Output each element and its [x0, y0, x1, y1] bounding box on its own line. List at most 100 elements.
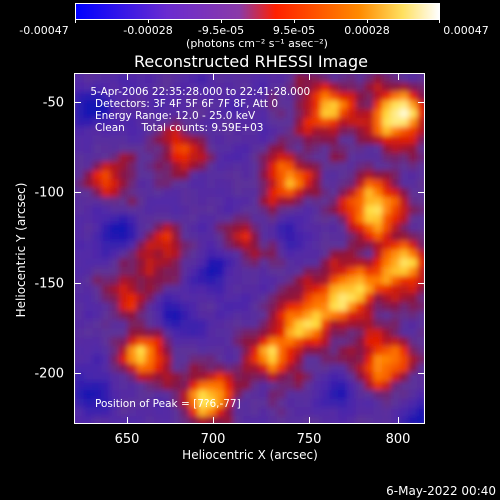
heatmap-cell — [382, 284, 392, 294]
heatmap-cell — [373, 152, 383, 163]
heatmap-cell — [294, 249, 304, 259]
heatmap-cell — [268, 161, 278, 172]
heatmap-cell — [250, 196, 260, 207]
heatmap-cell — [276, 249, 287, 259]
heatmap-cell — [136, 170, 146, 180]
heatmap-cell — [320, 381, 331, 391]
heatmap-cell — [83, 223, 94, 233]
heatmap-cell — [355, 354, 366, 365]
heatmap-cell — [259, 267, 269, 277]
heatmap-cell — [250, 310, 260, 321]
heatmap-cell — [127, 74, 138, 84]
heatmap-cell — [241, 284, 252, 294]
heatmap-cell — [355, 381, 366, 391]
heatmap-cell — [215, 179, 225, 189]
heatmap-cell — [355, 258, 366, 268]
heatmap-cell — [153, 188, 164, 198]
heatmap-cell — [101, 188, 111, 198]
heatmap-cell — [110, 144, 120, 154]
heatmap-cell — [259, 205, 269, 216]
heatmap-cell — [215, 372, 225, 382]
heatmap-cell — [329, 126, 339, 137]
y-tick-label: -150 — [34, 276, 64, 292]
heatmap-cell — [382, 161, 392, 172]
heatmap-cell — [136, 302, 146, 312]
heatmap-cell — [232, 188, 243, 198]
heatmap-cell — [329, 117, 339, 128]
heatmap-cell — [250, 205, 260, 216]
heatmap-cell — [259, 372, 269, 382]
heatmap-cell — [382, 337, 392, 347]
heatmap-cell — [250, 337, 260, 347]
heatmap-cell — [364, 231, 374, 242]
heatmap-cell — [215, 319, 225, 330]
heatmap-cell — [197, 100, 208, 110]
heatmap-cell — [224, 214, 234, 224]
heatmap-cell — [399, 144, 410, 154]
heatmap-cell — [197, 337, 208, 347]
heatmap-cell — [162, 267, 173, 277]
colorbar-label: -0.00047 — [19, 24, 69, 37]
heatmap-cell — [153, 381, 164, 391]
heatmap-cell — [355, 346, 366, 356]
heatmap-cell — [118, 223, 129, 233]
heatmap-cell — [303, 152, 313, 163]
heatmap-cell — [232, 363, 243, 373]
heatmap-cell — [390, 152, 401, 163]
heatmap-cell — [206, 240, 217, 251]
heatmap-cell — [338, 398, 348, 409]
heatmap-cell — [180, 170, 190, 180]
heatmap-cell — [329, 398, 339, 409]
heatmap-cell — [408, 372, 418, 382]
heatmap-cell — [408, 398, 418, 409]
heatmap-cell — [241, 416, 252, 423]
heatmap-cell — [162, 152, 173, 163]
heatmap-cell — [355, 293, 366, 303]
heatmap-cell — [153, 170, 164, 180]
heatmap-cell — [382, 407, 392, 417]
heatmap-cell — [294, 398, 304, 409]
heatmap-cell — [118, 214, 129, 224]
heatmap-cell — [215, 152, 225, 163]
heatmap-cell — [101, 74, 111, 84]
heatmap-cell — [373, 416, 383, 423]
heatmap-cell — [276, 214, 287, 224]
heatmap-cell — [162, 249, 173, 259]
heatmap-cell — [171, 381, 181, 391]
heatmap-cell — [224, 109, 234, 119]
heatmap-cell — [338, 223, 348, 233]
heatmap-cell — [276, 310, 287, 321]
heatmap-cell — [180, 363, 190, 373]
heatmap-cell — [127, 293, 138, 303]
heatmap-cell — [83, 144, 94, 154]
heatmap-cell — [347, 126, 357, 137]
heatmap-cell — [215, 346, 225, 356]
heatmap-cell — [127, 275, 138, 286]
heatmap-cell — [232, 398, 243, 409]
heatmap-cell — [320, 363, 331, 373]
heatmap-cell — [162, 214, 173, 224]
heatmap-cell — [303, 188, 313, 198]
heatmap-cell — [311, 258, 322, 268]
heatmap-cell — [364, 319, 374, 330]
heatmap-cell — [329, 407, 339, 417]
heatmap-cell — [355, 302, 366, 312]
heatmap-cell — [136, 398, 146, 409]
heatmap-cell — [83, 91, 94, 101]
heatmap-cell — [311, 416, 322, 423]
heatmap-cell — [171, 302, 181, 312]
heatmap-cell — [75, 328, 85, 338]
heatmap-cell — [92, 82, 102, 93]
heatmap-cell — [83, 135, 94, 145]
heatmap-cell — [329, 74, 339, 84]
heatmap-cell — [329, 284, 339, 294]
heatmap-cell — [101, 275, 111, 286]
heatmap-cell — [110, 407, 120, 417]
heatmap-cell — [364, 152, 374, 163]
heatmap-cell — [259, 152, 269, 163]
heatmap-cell — [276, 354, 287, 365]
heatmap-cell — [417, 337, 424, 347]
heatmap-cell — [162, 74, 173, 84]
heatmap-cell — [75, 337, 85, 347]
heatmap-cell — [250, 381, 260, 391]
